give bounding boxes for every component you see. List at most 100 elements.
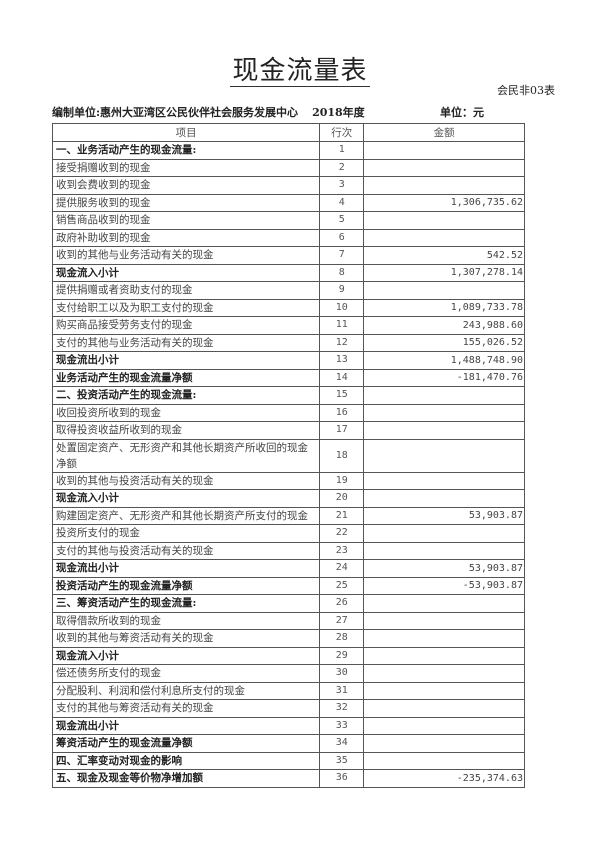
- row-line-no: 13: [319, 351, 365, 370]
- row-amount: [363, 611, 525, 630]
- table-row: 政府补助收到的现金 6: [51, 228, 525, 247]
- row-item: 五、现金及现金等价物净增加额: [51, 769, 321, 788]
- row-amount: [363, 524, 525, 543]
- row-line-no: 24: [319, 559, 365, 578]
- row-item: 提供服务收到的现金: [51, 193, 321, 212]
- table-row: 销售商品收到的现金 5: [51, 211, 525, 230]
- table-row: 处置固定资产、无形资产和其他长期资产所收回的现金净额 18: [51, 438, 525, 473]
- row-item: 三、筹资活动产生的现金流量:: [51, 594, 321, 613]
- table-row: 提供服务收到的现金 4 1,306,735.62: [51, 193, 525, 212]
- table-row: 收到的其他与投资活动有关的现金 19: [51, 471, 525, 490]
- row-line-no: 25: [319, 576, 365, 595]
- table-row: 取得投资收益所收到的现金 17: [51, 421, 525, 440]
- header-item: 项目: [51, 123, 321, 142]
- row-line-no: 30: [319, 664, 365, 683]
- report-year: 2018年度: [312, 106, 365, 119]
- row-amount: [363, 141, 525, 160]
- row-line-no: 35: [319, 751, 365, 770]
- row-item: 现金流出小计: [51, 351, 321, 370]
- row-item: 取得投资收益所收到的现金: [51, 421, 321, 440]
- row-amount: [363, 421, 525, 440]
- row-amount: 53,903.87: [363, 506, 525, 525]
- row-item: 支付的其他与业务活动有关的现金: [51, 333, 321, 352]
- table-row: 投资活动产生的现金流量净额 25 -53,903.87: [51, 576, 525, 595]
- row-line-no: 22: [319, 524, 365, 543]
- row-amount: -181,470.76: [363, 368, 525, 387]
- row-line-no: 8: [319, 263, 365, 282]
- row-amount: [363, 158, 525, 177]
- row-line-no: 15: [319, 386, 365, 405]
- table-row: 购建固定资产、无形资产和其他长期资产所支付的现金 21 53,903.87: [51, 506, 525, 525]
- table-row: 一、业务活动产生的现金流量: 1: [51, 141, 525, 160]
- row-line-no: 1: [319, 141, 365, 160]
- table-row: 支付给职工以及为职工支付的现金 10 1,089,733.78: [51, 298, 525, 317]
- table-row: 五、现金及现金等价物净增加额 36 -235,374.63: [51, 769, 525, 788]
- row-line-no: 2: [319, 158, 365, 177]
- row-line-no: 34: [319, 734, 365, 753]
- row-amount: 1,306,735.62: [363, 193, 525, 212]
- document-title: 现金流量表: [0, 50, 600, 87]
- table-row: 二、投资活动产生的现金流量: 15: [51, 386, 525, 405]
- row-line-no: 19: [319, 471, 365, 490]
- row-amount: [363, 541, 525, 560]
- row-item: 支付给职工以及为职工支付的现金: [51, 298, 321, 317]
- table-row: 现金流出小计 24 53,903.87: [51, 559, 525, 578]
- row-line-no: 21: [319, 506, 365, 525]
- table-row: 提供捐赠或者资助支付的现金 9: [51, 281, 525, 300]
- row-item: 筹资活动产生的现金流量净额: [51, 734, 321, 753]
- row-item: 购建固定资产、无形资产和其他长期资产所支付的现金: [51, 506, 321, 525]
- row-line-no: 3: [319, 176, 365, 195]
- table-row: 现金流入小计 20: [51, 489, 525, 508]
- header-amount: 金额: [363, 123, 525, 142]
- row-line-no: 9: [319, 281, 365, 300]
- row-amount: [363, 681, 525, 700]
- row-line-no: 31: [319, 681, 365, 700]
- row-item: 提供捐赠或者资助支付的现金: [51, 281, 321, 300]
- row-item: 现金流出小计: [51, 716, 321, 735]
- row-amount: 542.52: [363, 246, 525, 265]
- table-row: 现金流出小计 33: [51, 716, 525, 735]
- row-line-no: 36: [319, 769, 365, 788]
- row-amount: [363, 734, 525, 753]
- row-amount: [363, 699, 525, 718]
- row-item: 政府补助收到的现金: [51, 228, 321, 247]
- row-amount: [363, 716, 525, 735]
- cash-flow-table: 项目 行次 金额 一、业务活动产生的现金流量: 1 接受捐赠收到的现金 2 收到会费收到…: [51, 123, 525, 788]
- table-row: 支付的其他与业务活动有关的现金 12 155,026.52: [51, 333, 525, 352]
- table-row: 三、筹资活动产生的现金流量: 26: [51, 594, 525, 613]
- row-amount: 1,089,733.78: [363, 298, 525, 317]
- row-line-no: 6: [319, 228, 365, 247]
- row-item: 收到的其他与业务活动有关的现金: [51, 246, 321, 265]
- row-item: 现金流入小计: [51, 489, 321, 508]
- row-amount: [363, 594, 525, 613]
- title-text: 现金流量表: [230, 56, 370, 87]
- table-row: 现金流入小计 8 1,307,278.14: [51, 263, 525, 282]
- org-label: 编制单位:惠州大亚湾区公民伙伴社会服务发展中心: [52, 106, 299, 119]
- row-item: 收到会费收到的现金: [51, 176, 321, 195]
- table-row: 分配股利、利润和偿付利息所支付的现金 31: [51, 681, 525, 700]
- form-number: 会民非03表: [497, 84, 555, 97]
- row-item: 支付的其他与投资活动有关的现金: [51, 541, 321, 560]
- row-item: 收到的其他与投资活动有关的现金: [51, 471, 321, 490]
- row-line-no: 17: [319, 421, 365, 440]
- row-item: 四、汇率变动对现金的影响: [51, 751, 321, 770]
- table-row: 四、汇率变动对现金的影响 35: [51, 751, 525, 770]
- row-amount: [363, 489, 525, 508]
- row-item: 收到的其他与筹资活动有关的现金: [51, 629, 321, 648]
- row-amount: [363, 751, 525, 770]
- row-item: 取得借款所收到的现金: [51, 611, 321, 630]
- row-line-no: 32: [319, 699, 365, 718]
- row-amount: 1,488,748.90: [363, 351, 525, 370]
- row-amount: -53,903.87: [363, 576, 525, 595]
- row-item: 投资所支付的现金: [51, 524, 321, 543]
- table-row: 取得借款所收到的现金 27: [51, 611, 525, 630]
- row-line-no: 23: [319, 541, 365, 560]
- table-row: 支付的其他与投资活动有关的现金 23: [51, 541, 525, 560]
- row-item: 处置固定资产、无形资产和其他长期资产所收回的现金净额: [51, 438, 321, 473]
- table-row: 投资所支付的现金 22: [51, 524, 525, 543]
- row-line-no: 10: [319, 298, 365, 317]
- row-line-no: 14: [319, 368, 365, 387]
- row-item: 现金流入小计: [51, 646, 321, 665]
- row-line-no: 20: [319, 489, 365, 508]
- table-row: 现金流入小计 29: [51, 646, 525, 665]
